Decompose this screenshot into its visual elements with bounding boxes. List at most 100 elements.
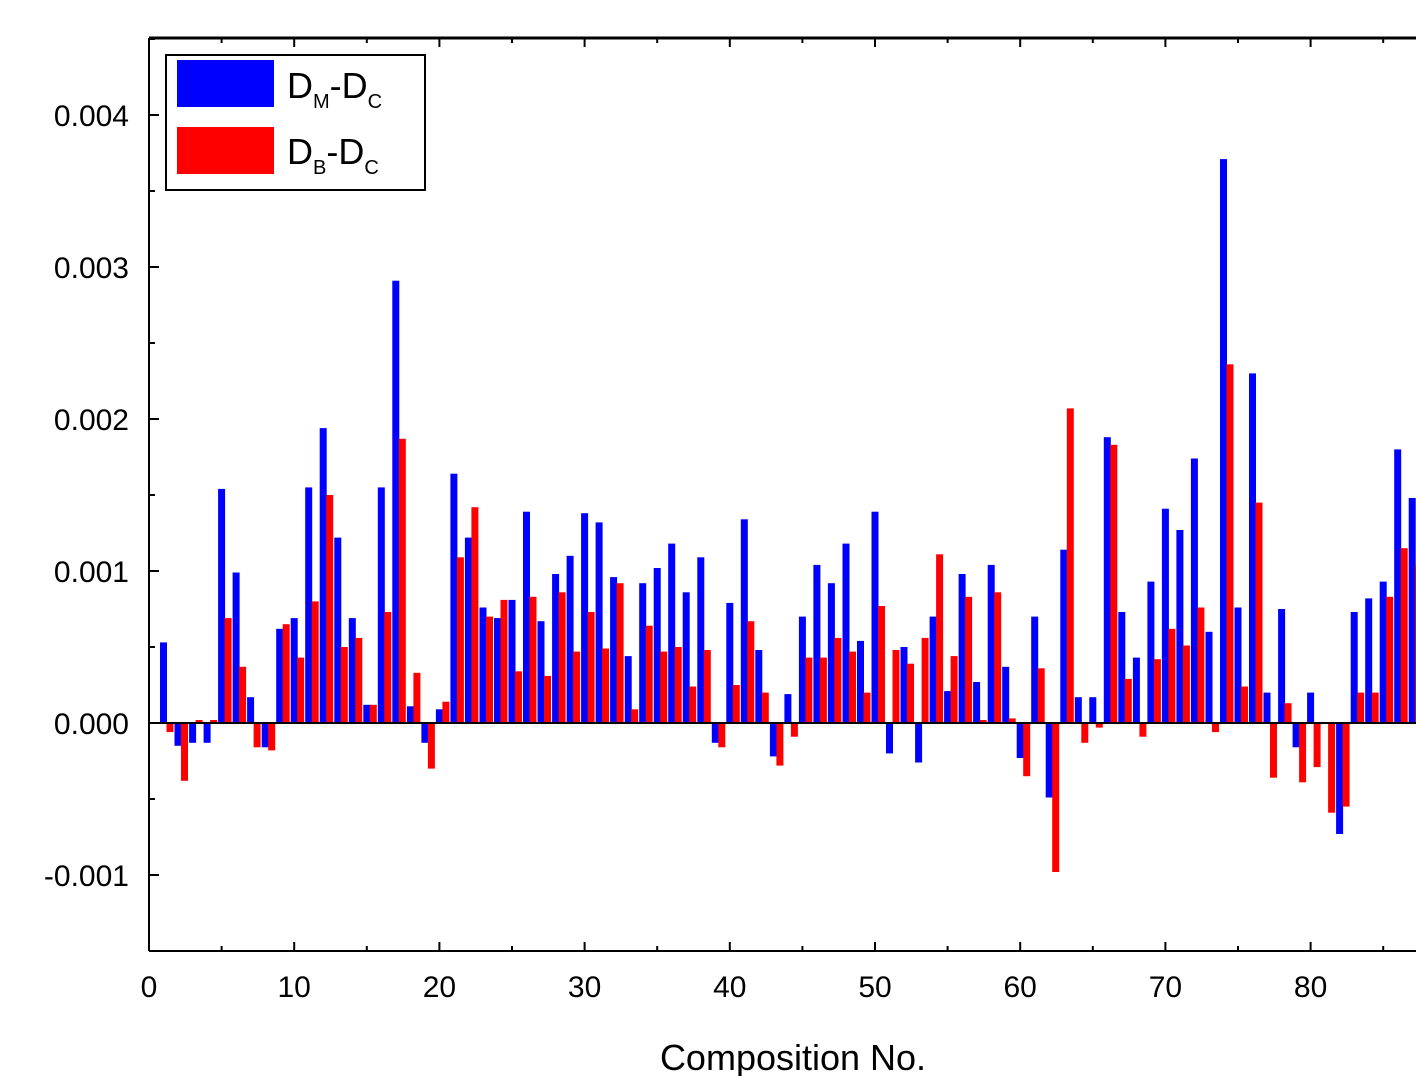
bar-dm-dc-69 [1147,581,1155,723]
bar-db-dc-37 [689,686,697,723]
x-tick-label-80: 80 [1294,971,1327,1004]
bar-db-dc-54 [936,554,944,723]
bar-db-dc-19 [427,723,435,769]
bar-dm-dc-83 [1350,612,1358,723]
bar-dm-dc-72 [1190,458,1198,723]
bar-db-dc-30 [587,612,595,723]
bar-dm-dc-56 [958,574,966,723]
bar-db-dc-80 [1313,723,1321,768]
bar-db-dc-60 [1023,723,1031,777]
y-tick-label-0.001: 0.001 [54,556,129,589]
bar-dm-dc-46 [813,564,821,723]
bar-dm-dc-43 [769,723,777,757]
bar-db-dc-67 [1124,678,1132,723]
x-tick-label-20: 20 [423,971,456,1004]
bar-db-dc-7 [253,723,261,748]
bar-db-dc-46 [819,657,827,723]
y-tick-label--0.001: -0.001 [44,860,129,893]
bar-db-dc-84 [1371,692,1379,723]
bar-db-dc-85 [1386,596,1394,723]
bar-db-dc-1 [166,723,174,733]
bar-db-dc-41 [747,621,755,723]
bars-layer [160,159,1416,872]
bar-db-dc-57 [979,720,987,723]
y-tick-label-0.003: 0.003 [54,252,129,285]
y-tick-label-0.004: 0.004 [54,100,129,133]
bar-dm-dc-75 [1234,607,1242,723]
bar-dm-dc-18 [406,706,414,723]
bar-dm-dc-62 [1045,723,1053,798]
bar-dm-dc-82 [1336,723,1344,834]
bar-db-dc-48 [849,651,856,723]
y-tick-label-0.000: 0.000 [54,708,129,741]
x-tick-label-40: 40 [713,971,746,1004]
bar-dm-dc-61 [1031,616,1039,723]
bar-db-dc-11 [311,601,319,723]
bar-db-dc-28 [558,592,566,723]
bar-db-dc-29 [573,651,581,723]
bar-db-dc-65 [1095,723,1103,728]
bar-dm-dc-49 [857,640,864,723]
bar-db-dc-23 [486,616,493,723]
bar-db-dc-33 [631,709,639,723]
bar-dm-dc-38 [697,557,705,723]
bar-dm-dc-80 [1307,692,1315,723]
bar-dm-dc-7 [247,697,255,723]
bar-db-dc-70 [1168,628,1176,723]
bar-dm-dc-10 [290,618,298,723]
bar-db-dc-69 [1153,659,1161,723]
bar-dm-dc-68 [1132,657,1140,723]
x-tick-label-0: 0 [141,971,158,1004]
bar-db-dc-17 [398,438,406,723]
bar-db-dc-62 [1052,723,1060,872]
bar-dm-dc-4 [203,723,211,743]
bar-dm-dc-67 [1118,612,1126,723]
bar-dm-dc-76 [1249,373,1256,723]
bar-dm-dc-71 [1176,530,1184,723]
bar-db-dc-77 [1270,723,1277,778]
bar-dm-dc-22 [464,537,472,723]
bar-db-dc-86 [1400,548,1408,723]
legend-swatch-dm-dc [177,60,274,107]
bar-dm-dc-2 [174,723,182,746]
x-tick-label-70: 70 [1149,971,1182,1004]
y-tick-label-0.002: 0.002 [54,404,129,437]
bar-db-dc-66 [1110,444,1118,723]
bar-dm-dc-39 [711,723,719,743]
bar-db-dc-55 [950,656,958,723]
bar-dm-dc-78 [1278,609,1286,723]
bar-db-dc-3 [195,720,203,723]
bar-db-dc-9 [282,624,290,723]
bar-dm-dc-59 [1002,666,1010,723]
bar-dm-dc-79 [1292,723,1300,748]
bar-db-dc-52 [907,663,914,723]
bar-dm-dc-85 [1379,581,1387,723]
bar-db-dc-61 [1037,668,1045,723]
legend-label-dm-dc-sub1: M [313,91,330,113]
bar-db-dc-82 [1342,723,1350,807]
bar-dm-dc-65 [1089,697,1097,723]
legend-label-dm-dc-mid: -D [330,65,368,106]
bar-dm-dc-41 [740,519,748,723]
bar-dm-dc-37 [682,592,690,723]
legend-swatch-db-dc [177,127,274,174]
x-axis-title: Composition No. [660,1037,926,1076]
legend: DM-DC DB-DC [165,54,426,191]
bar-db-dc-74 [1226,364,1234,723]
bar-dm-dc-54 [929,616,937,723]
bar-dm-dc-50 [871,511,879,723]
bar-dm-dc-15 [363,704,371,723]
bar-dm-dc-51 [886,723,893,754]
bar-dm-dc-63 [1060,549,1068,723]
bar-dm-dc-34 [639,583,647,723]
bar-db-dc-39 [718,723,726,748]
bar-db-dc-50 [878,606,885,723]
bar-db-dc-12 [326,495,334,723]
bar-dm-dc-8 [261,723,269,748]
bar-dm-dc-3 [189,723,197,743]
bar-dm-dc-5 [218,488,226,723]
bar-dm-dc-16 [377,487,385,723]
bar-dm-dc-74 [1220,159,1227,724]
bar-dm-dc-20 [435,709,443,723]
